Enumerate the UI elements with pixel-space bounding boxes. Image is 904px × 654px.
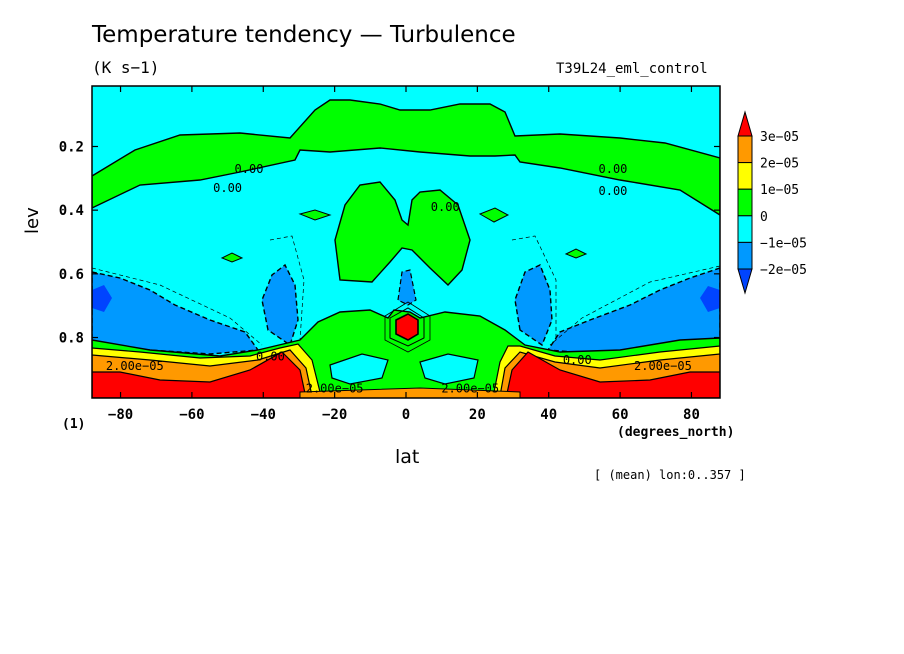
contour-label-text: 2.00e−05 — [634, 359, 692, 373]
contour-label-text: 0.00 — [599, 162, 628, 176]
contour-label: 0.00 — [431, 200, 460, 214]
colorbar-label: 0 — [760, 210, 768, 225]
y-tick-label: 0.2 — [59, 139, 84, 155]
contour-fill — [92, 86, 720, 398]
run-label: T39L24_eml_control — [556, 61, 708, 77]
colorbar-top-arrow — [737, 110, 753, 137]
contour-label-text: 0.00 — [256, 350, 285, 364]
contour-label: 0.00 — [563, 353, 592, 367]
contour-label-text: 0.00 — [431, 200, 460, 214]
contour-label-text: 0.00 — [599, 184, 628, 198]
colorbar-segment — [737, 162, 753, 190]
colorbar-label: 3e−05 — [760, 130, 799, 145]
x-tick-label: 80 — [683, 407, 700, 423]
colorbar-legend: 3e−05 2e−05 1e−05 0 −1e−05 −2e−05 — [737, 110, 807, 295]
x-tick-label: −40 — [251, 407, 276, 423]
colorbar-bottom-arrow — [737, 268, 753, 295]
x-axis-label: lat — [395, 446, 420, 468]
x-tick-label: 60 — [612, 407, 629, 423]
colorbar-label: 2e−05 — [760, 157, 799, 172]
contour-label: 0.00 — [599, 162, 628, 176]
axes: −80 −60 −40 −20 0 20 40 60 80 0.2 0.4 0.6 0.8 — [59, 86, 720, 423]
contour-label: 2.00e−05 — [106, 359, 164, 373]
x-tick-label: 40 — [540, 407, 557, 423]
y-tick-label: 0.8 — [59, 331, 84, 347]
contour-label-text: 2.00e−05 — [106, 359, 164, 373]
x-tick-label: −20 — [322, 407, 347, 423]
colorbar-segment — [737, 188, 753, 217]
y-tick-label: 0.6 — [59, 267, 84, 283]
colorbar-label: −1e−05 — [760, 236, 807, 251]
x-tick-label: −60 — [179, 407, 204, 423]
contour-label-text: 0.00 — [235, 162, 264, 176]
colorbar-segment — [737, 215, 753, 243]
contour-label: 2.00e−05 — [441, 381, 499, 395]
contour-label: 0.00 — [256, 350, 285, 364]
contour-label: 2.00e−05 — [634, 359, 692, 373]
contour-label: 0.00 — [599, 184, 628, 198]
colorbar-label: −2e−05 — [760, 263, 807, 278]
contour-label-text: 0.00 — [563, 353, 592, 367]
contour-label: 0.00 — [213, 181, 242, 195]
colorbar-label: 1e−05 — [760, 183, 799, 198]
contour-label-text: 2.00e−05 — [441, 381, 499, 395]
x-axis-units: (degrees_north) — [617, 425, 735, 440]
chart-title: Temperature tendency — Turbulence — [92, 22, 516, 48]
colorbar-segment — [737, 241, 753, 270]
contour-label-text: 0.00 — [213, 181, 242, 195]
y-tick-label: 0.4 — [59, 203, 84, 219]
contour-label-text: 2.00e−05 — [306, 381, 364, 395]
contour-label: 2.00e−05 — [306, 381, 364, 395]
units-label: (K s−1) — [92, 58, 160, 77]
x-tick-label: 20 — [469, 407, 486, 423]
mean-note: [ (mean) lon:0..357 ] — [594, 468, 746, 482]
x-tick-label: 0 — [402, 407, 410, 423]
contour-labels: 0.00 0.00 0.00 0.00 0.00 0.00 0.00 2.00e−05 2.00… — [106, 162, 692, 396]
contour-label: 0.00 — [235, 162, 264, 176]
y-axis-multiplier: (1) — [62, 417, 86, 432]
x-tick-label: −80 — [108, 407, 133, 423]
colorbar-segment — [737, 135, 753, 164]
